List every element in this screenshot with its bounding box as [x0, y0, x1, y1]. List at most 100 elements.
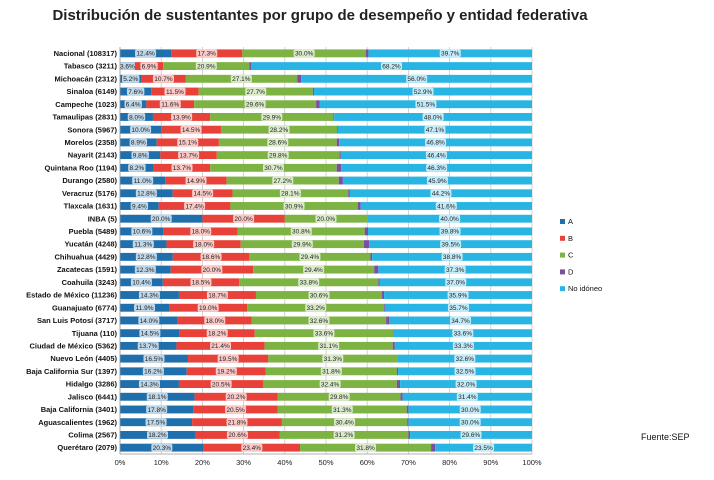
row-label: Ciudad de México (5362)	[29, 341, 117, 350]
data-label-background	[315, 214, 337, 223]
data-label: 12.3%	[136, 267, 155, 274]
data-label-background	[128, 164, 146, 172]
data-label: 29.4%	[301, 254, 320, 261]
data-label: 31.8%	[322, 369, 341, 376]
data-label-background	[225, 392, 247, 401]
row-label: Nuevo León (4405)	[50, 354, 117, 363]
x-tick-label: 60%	[360, 458, 375, 467]
data-label: 17.8%	[147, 407, 166, 414]
data-label: 12.4%	[136, 51, 155, 58]
row-label: Baja California Sur (1397)	[26, 367, 117, 376]
data-label-background	[142, 367, 164, 376]
data-label-background	[135, 49, 157, 58]
data-label: 52.9%	[414, 89, 433, 96]
data-label-background	[313, 329, 335, 337]
row-label: San Luis Potosí (3717)	[37, 316, 118, 325]
data-label: 20.5%	[212, 381, 231, 388]
data-label-background	[459, 405, 481, 414]
legend-label: A	[568, 217, 573, 226]
data-label: 20.0%	[203, 267, 222, 274]
data-label: 23.5%	[474, 445, 493, 452]
data-label: 14.3%	[140, 292, 159, 299]
data-label: 33.6%	[315, 330, 334, 337]
data-label-background	[444, 265, 466, 274]
source-note: Fuente:SEP	[641, 432, 690, 442]
x-tick-label: 50%	[318, 458, 333, 467]
data-label-background	[135, 189, 157, 198]
data-label: 39.5%	[441, 241, 460, 248]
data-label: 44.2%	[432, 191, 451, 198]
data-label: 27.2%	[274, 178, 293, 185]
data-label-background	[328, 392, 350, 401]
x-tick-label: 30%	[236, 458, 251, 467]
data-label: 30.0%	[461, 420, 480, 427]
row-label: Puebla (5489)	[69, 227, 118, 236]
row-label: Chihuahua (4429)	[54, 252, 117, 261]
data-label: 30.6%	[310, 292, 329, 299]
data-label: 14.0%	[140, 318, 159, 325]
row-label: Yucatán (4248)	[64, 240, 117, 249]
data-label: 27.1%	[232, 76, 251, 83]
data-label-background	[171, 164, 193, 172]
data-label: 16.5%	[145, 356, 164, 363]
data-label-background	[473, 443, 495, 452]
data-label-background	[204, 316, 226, 325]
data-label: 21.8%	[228, 420, 247, 427]
data-label: 30.0%	[461, 407, 480, 414]
data-label-background	[303, 265, 325, 274]
data-label: 18.0%	[194, 241, 213, 248]
data-label: 11.0%	[134, 178, 152, 185]
data-label-background	[430, 189, 452, 198]
data-label: 19.2%	[217, 369, 236, 376]
data-label: 12.8%	[137, 191, 156, 198]
bar-segment-d	[378, 278, 380, 287]
row-label: Morelos (2358)	[64, 138, 117, 147]
data-label: 34.7%	[451, 318, 470, 325]
data-label-background	[460, 431, 482, 439]
data-label: 11.5%	[166, 89, 184, 96]
data-label: 30.0%	[295, 51, 314, 58]
data-label-background	[197, 303, 219, 312]
data-label-background	[333, 431, 355, 439]
data-label-background	[456, 392, 478, 401]
data-label: 30.8%	[292, 229, 311, 236]
data-label-background	[225, 405, 247, 414]
data-label: 32.0%	[457, 381, 476, 388]
data-label-background	[381, 62, 403, 70]
data-label-background	[406, 74, 428, 83]
x-tick-label: 10%	[154, 458, 169, 467]
x-tick-label: 80%	[442, 458, 457, 467]
data-label-background	[206, 329, 228, 337]
bar-segment-d	[364, 227, 369, 236]
data-label: 40.0%	[440, 216, 459, 223]
data-label-background	[454, 367, 476, 376]
data-label-background	[241, 443, 263, 452]
data-label: 27.7%	[247, 89, 266, 96]
data-label: 29.8%	[330, 394, 349, 401]
bar-segment-d	[336, 163, 342, 172]
bar-segment-d	[336, 138, 340, 147]
bar-segment-d	[393, 329, 394, 338]
data-label: 29.6%	[246, 102, 265, 109]
data-label-background	[299, 253, 321, 261]
bar-segment-d	[370, 252, 373, 261]
bar-segment-d	[400, 392, 403, 401]
data-label-background	[319, 380, 341, 388]
data-label-background	[435, 202, 457, 210]
data-label: 6.9%	[142, 63, 157, 70]
data-label: 51.5%	[417, 102, 436, 109]
data-label-background	[190, 278, 212, 287]
data-label: 46.4%	[427, 152, 446, 159]
data-label: 46.8%	[426, 140, 445, 147]
legend-swatch	[560, 269, 565, 275]
bar-segment-d	[357, 202, 361, 210]
data-label-background	[193, 240, 215, 248]
x-tick-label: 100%	[522, 458, 542, 467]
data-label-background	[267, 151, 289, 159]
row-label: Sonora (5967)	[67, 125, 117, 134]
data-label-background	[138, 380, 160, 388]
data-label: 41.6%	[437, 203, 456, 210]
data-label-background	[138, 291, 160, 299]
row-label: Durango (2580)	[62, 176, 117, 185]
